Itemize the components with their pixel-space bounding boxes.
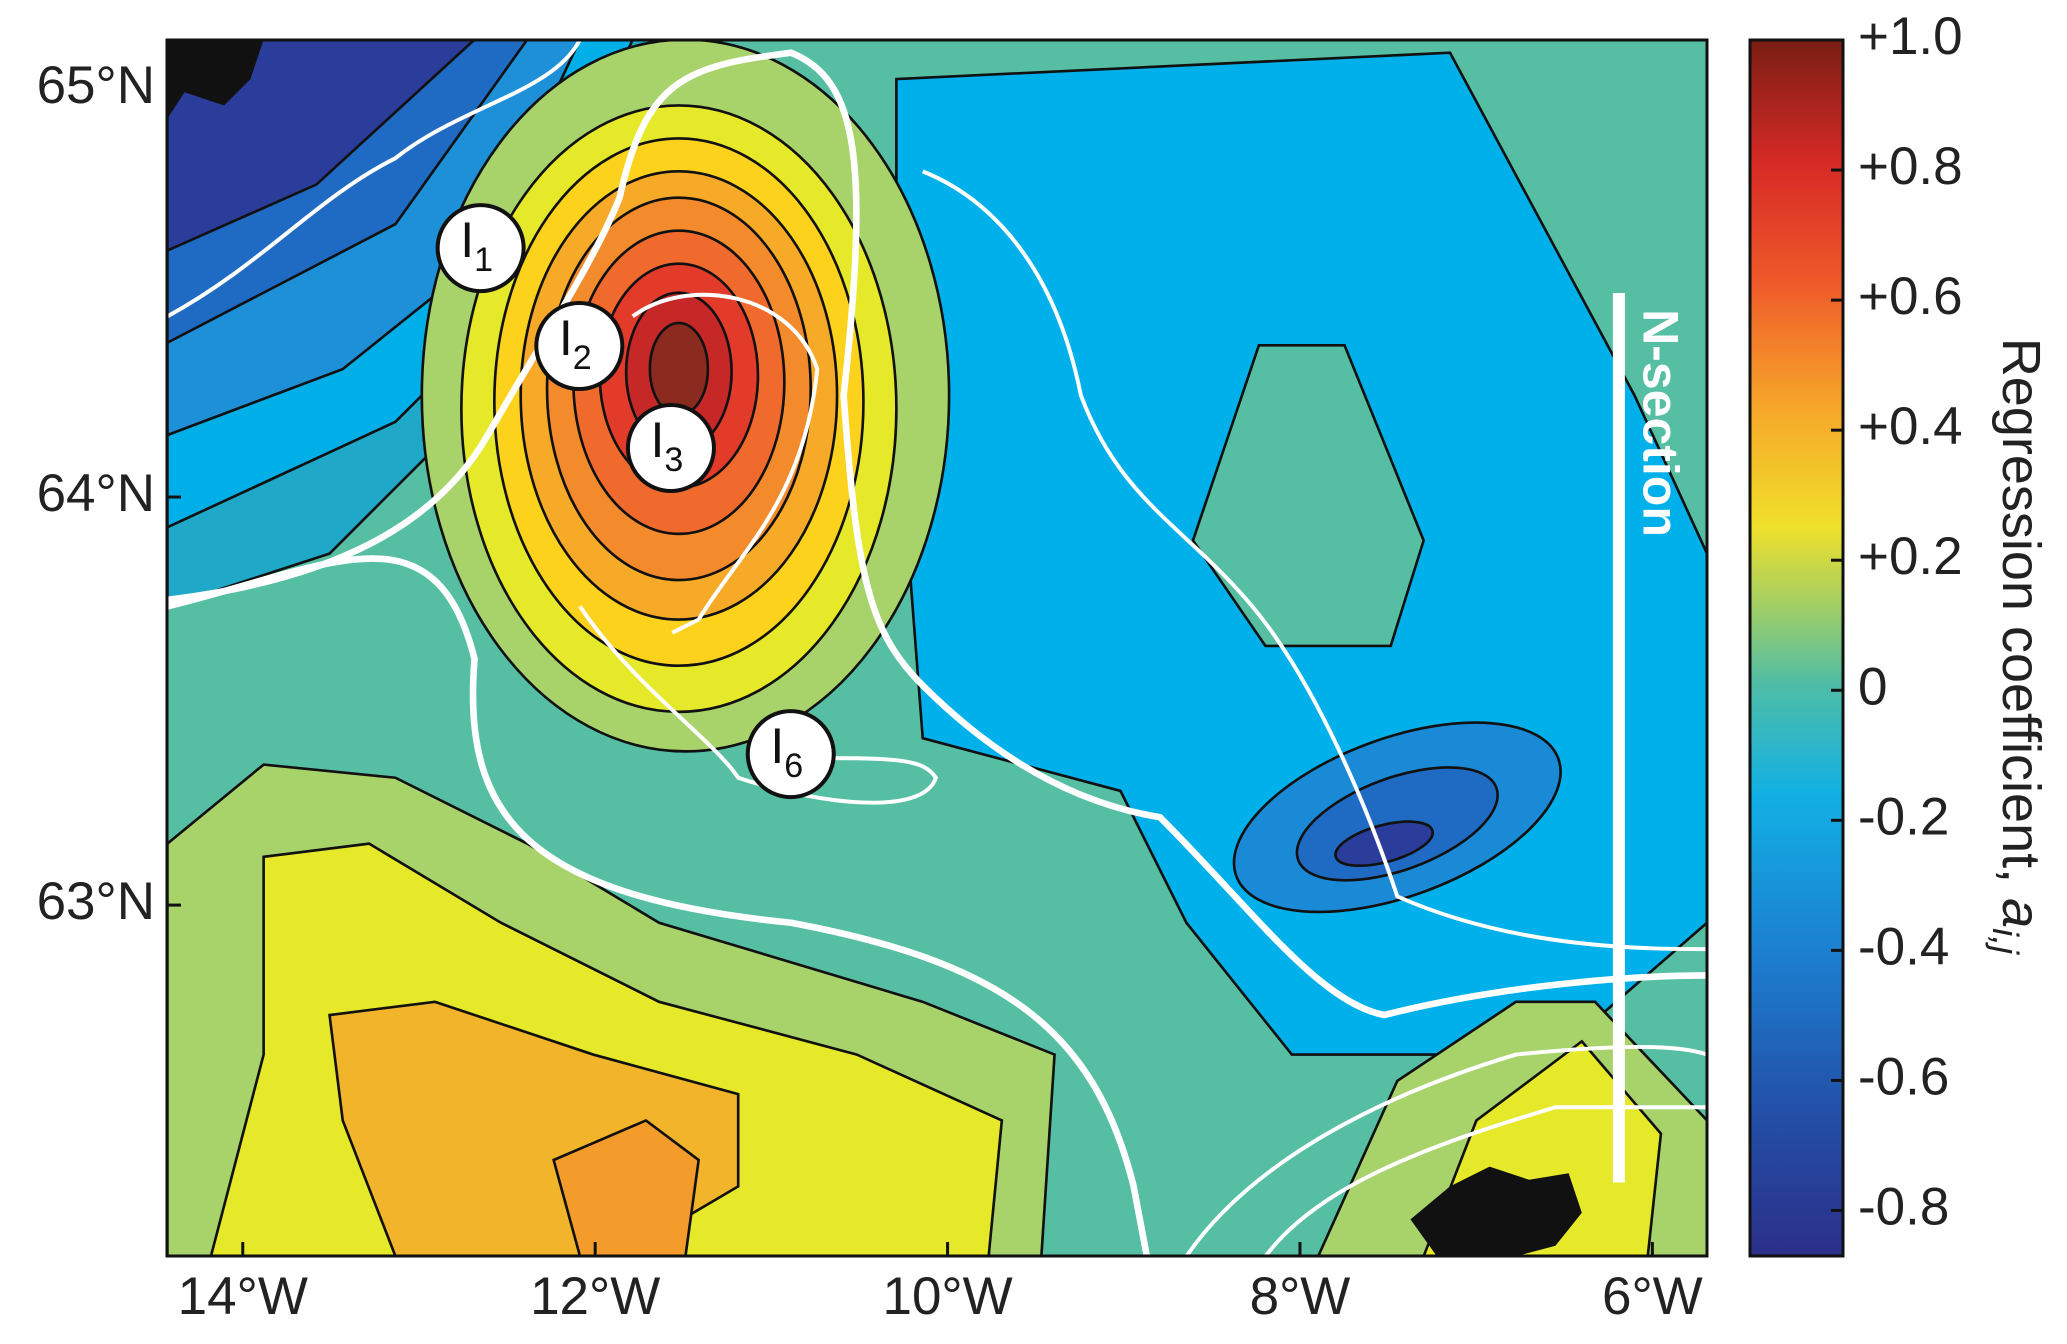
colorbar-tick-label: -0.4 [1858, 917, 1949, 976]
label-text: Regression coefficient, [1991, 338, 2051, 898]
station-sub: 1 [474, 241, 493, 279]
x-tick-label: 14°W [178, 1267, 308, 1326]
station-sub: 3 [664, 441, 683, 479]
station-label: I1 [460, 212, 493, 279]
y-tick-label: 64°N [37, 464, 155, 523]
station-sub: 6 [784, 747, 803, 785]
colorbar-tick-label: -0.8 [1858, 1177, 1949, 1236]
x-tick-label: 6°W [1602, 1267, 1703, 1326]
station-label: I3 [651, 412, 684, 479]
map-frame [165, 38, 1709, 1258]
colorbar-tick-label: +0.6 [1858, 267, 1963, 326]
station-name: I [559, 310, 573, 366]
colorbar-tick-label: +0.4 [1858, 397, 1963, 456]
station-marker [625, 403, 716, 494]
x-tick-label: 10°W [882, 1267, 1012, 1326]
station-name: I [460, 212, 474, 268]
station-label: I2 [559, 310, 592, 377]
y-tick-label: 63°N [37, 872, 155, 931]
colorbar-tick-label: +1.0 [1858, 7, 1963, 66]
station-marker [534, 301, 625, 392]
colorbar-tick-label: +0.2 [1858, 527, 1963, 586]
x-tick-label: 8°W [1250, 1267, 1351, 1326]
label-subscript: i,j [1985, 928, 2026, 955]
y-tick-label: 65°N [37, 56, 155, 115]
contour-field [167, 39, 1708, 1257]
colorbar-tick-label: +0.8 [1858, 137, 1963, 196]
label-symbol: a [1991, 898, 2051, 928]
colorbar-tick-label: -0.6 [1858, 1047, 1949, 1106]
station-marker [435, 203, 526, 294]
section-label: N-section [1633, 309, 1689, 537]
station-name: I [770, 718, 784, 774]
colorbar-label: Regression coefficient, ai,j [1985, 338, 2050, 955]
station-label: I6 [770, 718, 803, 785]
station-name: I [651, 412, 665, 468]
x-tick-label: 12°W [530, 1267, 660, 1326]
station-marker [745, 709, 836, 800]
colorbar [1748, 38, 1845, 1258]
station-sub: 2 [573, 339, 592, 377]
colorbar-tick-label: -0.2 [1858, 787, 1949, 846]
colorbar-tick-label: 0 [1858, 657, 1887, 716]
